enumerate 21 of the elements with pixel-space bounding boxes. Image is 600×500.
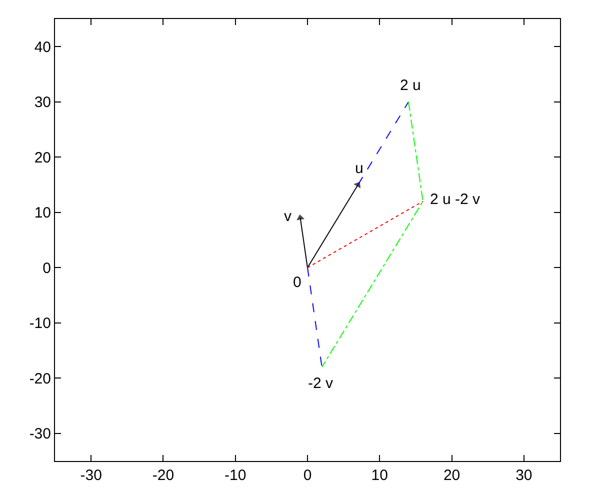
x-tick-label: -20 xyxy=(152,467,174,484)
annotation: u xyxy=(355,160,364,177)
annotation: v xyxy=(284,208,292,225)
y-tick-label: -20 xyxy=(29,370,51,388)
y-tick-label: 20 xyxy=(34,149,51,166)
y-tick-label: 0 xyxy=(42,260,51,277)
annotation: 2 u -2 v xyxy=(430,191,481,208)
y-tick-label: -30 xyxy=(29,426,51,443)
y-tick-label: 10 xyxy=(34,204,51,222)
x-tick-label: 20 xyxy=(443,467,460,484)
annotation: 2 u xyxy=(400,77,421,94)
x-tick-label: 30 xyxy=(516,467,532,484)
annotation: 0 xyxy=(293,274,302,291)
y-tick-label: -10 xyxy=(29,315,51,332)
x-tick-label: 10 xyxy=(371,467,388,484)
x-tick-label: 0 xyxy=(303,467,312,484)
x-tick-label: -30 xyxy=(80,467,102,484)
x-tick-label: -10 xyxy=(224,467,246,484)
y-tick-label: 40 xyxy=(34,38,51,56)
y-tick-label: 30 xyxy=(34,94,51,112)
annotation: -2 v xyxy=(308,375,334,392)
